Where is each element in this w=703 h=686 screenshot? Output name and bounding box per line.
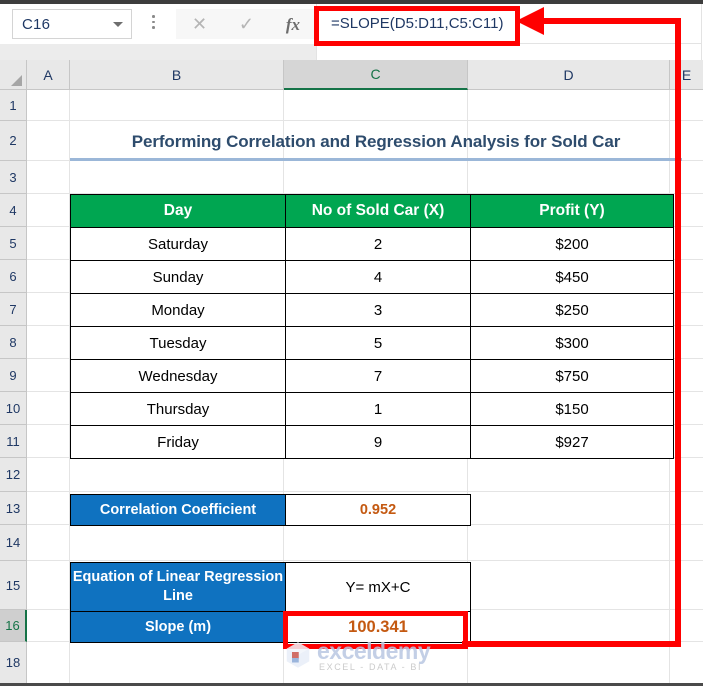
cancel-x-icon[interactable]: ✕ (191, 14, 208, 34)
formula-input[interactable]: =SLOPE(D5:D11,C5:C11) (316, 4, 702, 44)
column-header-profit: Profit (Y) (470, 194, 674, 228)
gridline-row-12 (27, 491, 703, 492)
cell-profit[interactable]: $450 (470, 260, 674, 294)
row-header-12[interactable]: 12 (0, 458, 26, 492)
gridline-row-3 (27, 193, 703, 194)
table-row[interactable]: Sunday 4 $450 (70, 260, 674, 294)
row-header-8[interactable]: 8 (0, 326, 26, 359)
column-header-row: A B C D E (0, 60, 703, 90)
correlation-coefficient-block: Correlation Coefficient 0.952 (70, 494, 471, 526)
row-header-7[interactable]: 7 (0, 293, 26, 326)
cell-day[interactable]: Sunday (70, 260, 286, 294)
row-header-18[interactable]: 18 (0, 642, 26, 683)
cell-profit[interactable]: $300 (470, 326, 674, 360)
cell-day[interactable]: Monday (70, 293, 286, 327)
row-header-3[interactable]: 3 (0, 161, 26, 194)
gridline-row-14 (27, 560, 703, 561)
equation-value[interactable]: Y= mX+C (285, 562, 471, 612)
row-header-6[interactable]: 6 (0, 260, 26, 293)
column-header-a[interactable]: A (27, 60, 70, 89)
cell-profit[interactable]: $200 (470, 227, 674, 261)
cell-sold[interactable]: 7 (285, 359, 471, 393)
cell-day[interactable]: Wednesday (70, 359, 286, 393)
table-row[interactable]: Wednesday 7 $750 (70, 359, 674, 393)
cell-sold[interactable]: 4 (285, 260, 471, 294)
row-header-9[interactable]: 9 (0, 359, 26, 392)
annotation-bottom-connector-line (462, 641, 681, 647)
formula-bar-lower-band (0, 44, 316, 64)
table-row[interactable]: Monday 3 $250 (70, 293, 674, 327)
confirm-check-icon[interactable]: ✓ (238, 14, 254, 34)
formula-bar-buttons: ✕ ✓ fx (176, 9, 316, 39)
row-header-5[interactable]: 5 (0, 227, 26, 260)
correlation-value[interactable]: 0.952 (285, 494, 471, 526)
correlation-row: Correlation Coefficient 0.952 (70, 494, 471, 526)
cell-day[interactable]: Saturday (70, 227, 286, 261)
gridline-row-1 (27, 120, 703, 121)
sold-car-data-table: Day No of Sold Car (X) Profit (Y) Saturd… (70, 194, 674, 459)
row-header-1[interactable]: 1 (0, 90, 26, 121)
row-header-2[interactable]: 2 (0, 121, 26, 161)
regression-block: Equation of Linear Regression Line Y= mX… (70, 562, 471, 643)
row-header-column: 1 2 3 4 5 6 7 8 9 10 11 12 13 14 15 16 1… (0, 90, 27, 683)
cell-sold[interactable]: 9 (285, 425, 471, 459)
annotation-top-connector-line (540, 18, 681, 24)
row-header-13[interactable]: 13 (0, 492, 26, 525)
more-options-icon[interactable] (152, 15, 156, 29)
annotation-arrowhead-icon (516, 7, 544, 35)
equation-label[interactable]: Equation of Linear Regression Line (70, 562, 286, 612)
column-header-b[interactable]: B (70, 60, 284, 89)
name-box[interactable]: C16 (12, 9, 132, 39)
cell-profit[interactable]: $250 (470, 293, 674, 327)
column-header-c[interactable]: C (284, 60, 468, 90)
cell-sold[interactable]: 1 (285, 392, 471, 426)
worksheet-grid[interactable]: Performing Correlation and Regression An… (27, 90, 703, 683)
gridline-a-b (69, 90, 70, 683)
name-box-value: C16 (22, 15, 51, 33)
cell-sold[interactable]: 5 (285, 326, 471, 360)
slope-value[interactable]: 100.341 (285, 611, 471, 643)
row-header-11[interactable]: 11 (0, 425, 26, 458)
cell-profit[interactable]: $150 (470, 392, 674, 426)
cell-profit[interactable]: $750 (470, 359, 674, 393)
cell-sold[interactable]: 3 (285, 293, 471, 327)
select-all-triangle-icon (11, 75, 22, 86)
row-header-16[interactable]: 16 (0, 610, 27, 642)
select-all-corner[interactable] (0, 60, 27, 89)
page-title: Performing Correlation and Regression An… (70, 125, 682, 161)
formula-bar-strip: C16 ✕ ✓ fx =SLOPE(D5:D11,C5:C11) (0, 0, 703, 64)
table-row[interactable]: Tuesday 5 $300 (70, 326, 674, 360)
table-row[interactable]: Thursday 1 $150 (70, 392, 674, 426)
cell-profit[interactable]: $927 (470, 425, 674, 459)
slope-label[interactable]: Slope (m) (70, 611, 286, 643)
cell-day[interactable]: Thursday (70, 392, 286, 426)
equation-row: Equation of Linear Regression Line Y= mX… (70, 562, 471, 612)
cell-day[interactable]: Tuesday (70, 326, 286, 360)
slope-row: Slope (m) 100.341 (70, 611, 471, 643)
insert-function-icon[interactable]: fx (285, 14, 301, 34)
correlation-label[interactable]: Correlation Coefficient (70, 494, 286, 526)
row-header-15[interactable]: 15 (0, 561, 26, 610)
cell-sold[interactable]: 2 (285, 227, 471, 261)
column-header-day: Day (70, 194, 286, 228)
row-header-10[interactable]: 10 (0, 392, 26, 425)
table-row[interactable]: Saturday 2 $200 (70, 227, 674, 261)
table-row[interactable]: Friday 9 $927 (70, 425, 674, 459)
cell-day[interactable]: Friday (70, 425, 286, 459)
formula-input-value: =SLOPE(D5:D11,C5:C11) (331, 15, 504, 32)
chevron-down-icon[interactable] (113, 22, 123, 27)
column-header-sold: No of Sold Car (X) (285, 194, 471, 228)
row-header-14[interactable]: 14 (0, 525, 26, 561)
row-header-4[interactable]: 4 (0, 194, 26, 227)
column-header-d[interactable]: D (468, 60, 670, 89)
annotation-vertical-line (675, 18, 681, 646)
table-header-row: Day No of Sold Car (X) Profit (Y) (70, 194, 674, 228)
